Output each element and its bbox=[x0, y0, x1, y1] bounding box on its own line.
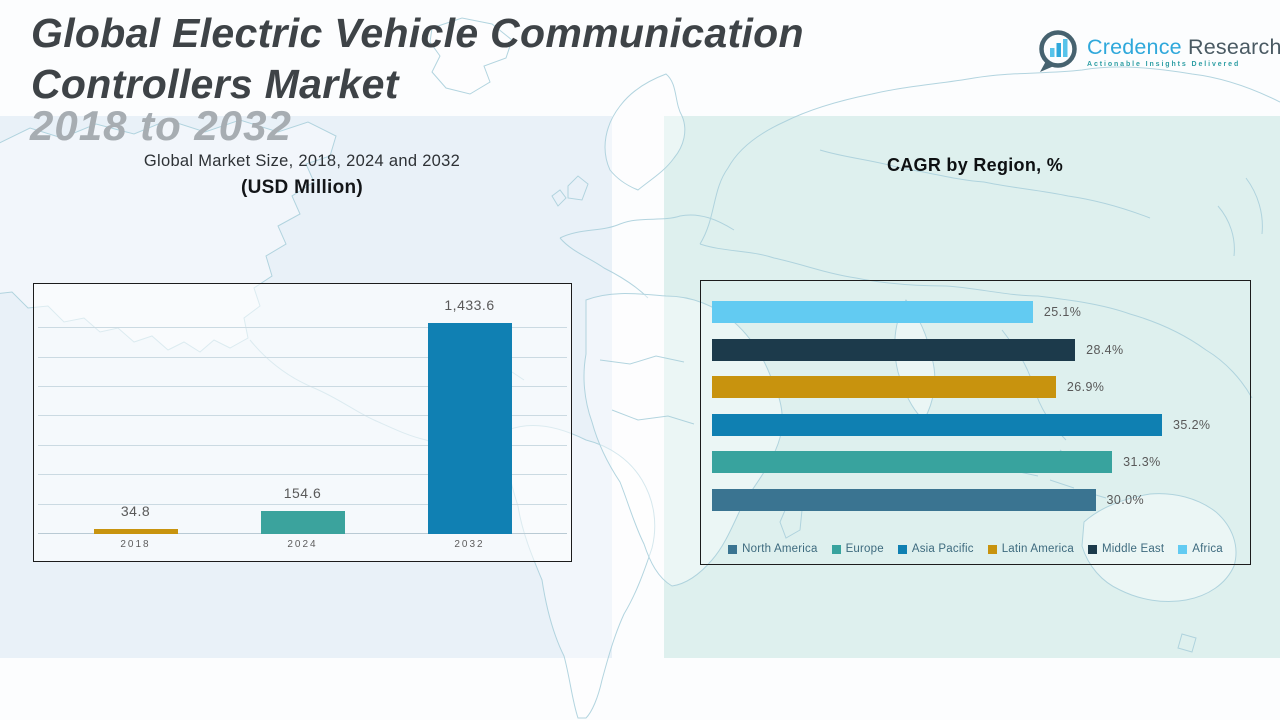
legend-label: Asia Pacific bbox=[911, 543, 974, 555]
brand-name: Credence Research bbox=[1087, 35, 1280, 60]
legend-label: Africa bbox=[1192, 543, 1223, 555]
brand-name-primary: Credence bbox=[1087, 34, 1182, 59]
legend-item-europe: Europe bbox=[831, 543, 884, 555]
cagr-bar-row-africa: 25.1% bbox=[712, 301, 1240, 323]
market-size-chart-title: Global Market Size, 2018, 2024 and 2032 bbox=[143, 152, 461, 170]
cagr-bar-europe bbox=[712, 451, 1113, 473]
cagr-bar-africa bbox=[712, 301, 1033, 323]
bar-2024 bbox=[260, 511, 345, 534]
bar-2018 bbox=[93, 528, 178, 534]
subtitle-years: 2018 to 2032 bbox=[30, 102, 292, 149]
page-title-line2: Controllers Market bbox=[31, 61, 399, 107]
legend-item-africa: Africa bbox=[1178, 543, 1223, 555]
cagr-value-label: 35.2% bbox=[1173, 417, 1211, 432]
legend-label: Europe bbox=[845, 543, 884, 555]
market-size-x-axis-labels: 2018 2024 2032 bbox=[52, 539, 553, 550]
logo-text: Credence Research Actionable Insights De… bbox=[1087, 35, 1280, 68]
logo-chart-bubble-icon bbox=[1039, 30, 1077, 72]
bar-group-2032: 1,433.6 bbox=[386, 284, 553, 534]
cagr-bar-row-europe: 31.3% bbox=[712, 451, 1240, 473]
cagr-bar-asia-pacific bbox=[712, 413, 1162, 436]
x-axis-label-2024: 2024 bbox=[287, 539, 318, 550]
legend-item-middle-east: Middle East bbox=[1087, 543, 1165, 555]
cagr-bar-row-asia-pacific: 35.2% bbox=[712, 413, 1240, 436]
brand-name-secondary: Research bbox=[1188, 34, 1280, 59]
page-title: Global Electric Vehicle Communication Con… bbox=[31, 8, 804, 110]
legend-item-latin-america: Latin America bbox=[987, 543, 1074, 555]
bar-value-label: 34.8 bbox=[120, 502, 151, 519]
market-size-chart-units: (USD Million) bbox=[240, 177, 364, 198]
bar-value-label: 154.6 bbox=[283, 485, 322, 502]
legend-label: North America bbox=[742, 543, 818, 555]
x-axis-label-2032: 2032 bbox=[454, 539, 485, 550]
bar-group-2024: 154.6 bbox=[219, 284, 386, 534]
cagr-chart-title: CAGR by Region, % bbox=[886, 155, 1064, 175]
bar-2032 bbox=[427, 323, 512, 534]
cagr-bar-middle-east bbox=[712, 338, 1076, 361]
legend-label: Latin America bbox=[1001, 543, 1074, 555]
cagr-bar-latin-america bbox=[712, 376, 1056, 398]
bar-value-label: 1,433.6 bbox=[444, 297, 495, 314]
cagr-value-label: 30.0% bbox=[1106, 492, 1144, 507]
cagr-value-label: 31.3% bbox=[1123, 455, 1161, 469]
legend-swatch-icon bbox=[1087, 544, 1097, 554]
cagr-chart: 25.1% 28.4% 26.9% 35.2% 31.3% 30.0% North Ame… bbox=[700, 280, 1251, 565]
cagr-value-label: 26.9% bbox=[1066, 380, 1105, 394]
cagr-bars: 25.1% 28.4% 26.9% 35.2% 31.3% 30.0% bbox=[712, 301, 1240, 526]
legend-swatch-icon bbox=[897, 544, 907, 554]
page-title-line1: Global Electric Vehicle Communication bbox=[31, 10, 804, 56]
market-size-bars: 34.8 154.6 1,433.6 bbox=[52, 284, 553, 534]
cagr-bar-north-america bbox=[712, 488, 1096, 511]
cagr-bar-row-latin-america: 26.9% bbox=[712, 376, 1240, 398]
cagr-bar-row-north-america: 30.0% bbox=[712, 488, 1240, 511]
cagr-bar-row-middle-east: 28.4% bbox=[712, 338, 1240, 361]
legend-swatch-icon bbox=[728, 544, 738, 554]
legend-swatch-icon bbox=[831, 544, 841, 554]
brand-logo: Credence Research Actionable Insights De… bbox=[1036, 28, 1280, 74]
legend-swatch-icon bbox=[987, 544, 997, 554]
gridline bbox=[38, 503, 567, 505]
legend-label: Middle East bbox=[1101, 543, 1165, 555]
x-axis-label-2018: 2018 bbox=[120, 539, 151, 550]
legend-item-north-america: North America bbox=[728, 543, 817, 555]
brand-tagline: Actionable Insights Delivered bbox=[1087, 60, 1241, 68]
market-size-plot-area: 34.8 154.6 1,433.6 bbox=[38, 284, 567, 534]
cagr-legend: North America Europe Asia Pacific Latin Ame… bbox=[701, 543, 1250, 555]
legend-item-asia-pacific: Asia Pacific bbox=[897, 543, 974, 555]
cagr-value-label: 28.4% bbox=[1086, 342, 1124, 357]
legend-swatch-icon bbox=[1178, 544, 1188, 554]
bar-group-2018: 34.8 bbox=[52, 284, 219, 534]
cagr-value-label: 25.1% bbox=[1043, 305, 1082, 319]
market-size-chart: 34.8 154.6 1,433.6 2018 2024 2032 bbox=[33, 283, 572, 562]
